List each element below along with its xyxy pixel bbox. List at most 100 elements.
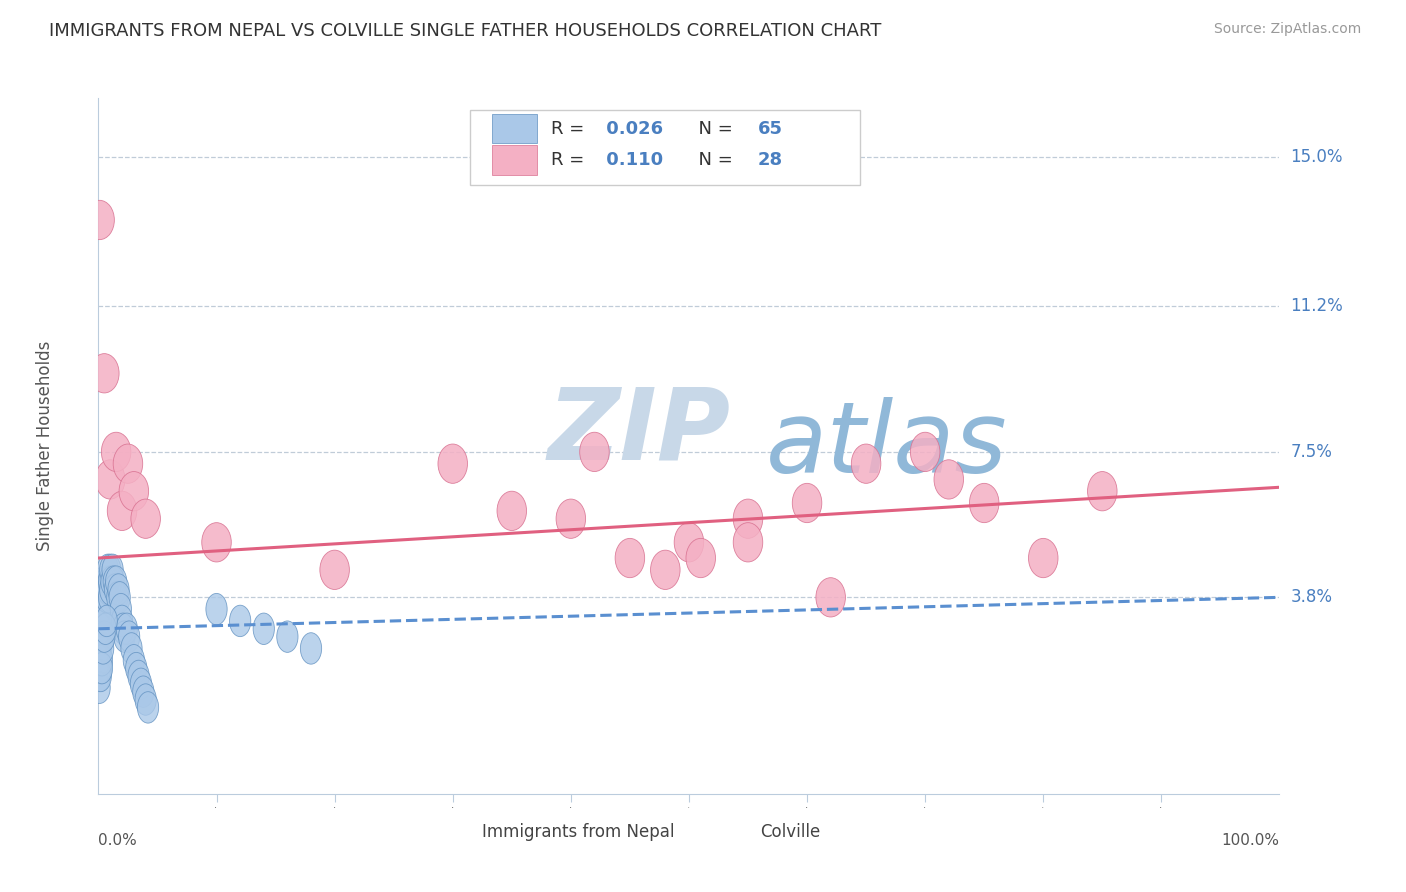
Ellipse shape — [94, 605, 115, 637]
Ellipse shape — [90, 660, 111, 691]
Ellipse shape — [112, 613, 134, 645]
Ellipse shape — [114, 444, 143, 483]
Ellipse shape — [97, 574, 118, 605]
Ellipse shape — [301, 632, 322, 665]
Text: Colville: Colville — [759, 823, 820, 841]
Text: 65: 65 — [758, 120, 783, 137]
Ellipse shape — [101, 566, 122, 598]
FancyBboxPatch shape — [434, 822, 472, 843]
Ellipse shape — [107, 491, 136, 531]
Ellipse shape — [89, 621, 110, 652]
Ellipse shape — [93, 574, 114, 605]
Ellipse shape — [439, 444, 468, 483]
Ellipse shape — [107, 582, 128, 613]
Ellipse shape — [91, 582, 112, 613]
Ellipse shape — [815, 578, 845, 617]
Ellipse shape — [89, 660, 110, 691]
Ellipse shape — [108, 574, 129, 605]
Ellipse shape — [579, 433, 609, 472]
Ellipse shape — [114, 621, 135, 652]
Ellipse shape — [103, 566, 124, 598]
Ellipse shape — [89, 632, 110, 665]
Text: 0.026: 0.026 — [600, 120, 664, 137]
Ellipse shape — [101, 433, 131, 472]
Ellipse shape — [94, 613, 117, 645]
Ellipse shape — [91, 621, 112, 652]
Ellipse shape — [131, 499, 160, 539]
Ellipse shape — [111, 605, 132, 637]
Text: 100.0%: 100.0% — [1222, 833, 1279, 847]
Ellipse shape — [124, 645, 145, 676]
Text: Single Father Households: Single Father Households — [37, 341, 55, 551]
Ellipse shape — [90, 652, 111, 684]
Ellipse shape — [121, 632, 142, 665]
Ellipse shape — [686, 539, 716, 578]
Ellipse shape — [616, 539, 645, 578]
Text: ZIP: ZIP — [547, 384, 730, 481]
FancyBboxPatch shape — [492, 114, 537, 144]
Ellipse shape — [90, 613, 111, 645]
Ellipse shape — [104, 574, 125, 605]
Ellipse shape — [93, 593, 114, 625]
Ellipse shape — [1029, 539, 1059, 578]
Ellipse shape — [90, 652, 111, 684]
Ellipse shape — [96, 566, 117, 598]
Ellipse shape — [103, 554, 124, 585]
Ellipse shape — [911, 433, 941, 472]
Ellipse shape — [96, 459, 125, 499]
Ellipse shape — [675, 523, 704, 562]
Text: 28: 28 — [758, 151, 783, 169]
Ellipse shape — [110, 593, 132, 625]
Ellipse shape — [94, 566, 115, 598]
Ellipse shape — [934, 459, 963, 499]
Ellipse shape — [89, 672, 110, 704]
Text: Source: ZipAtlas.com: Source: ZipAtlas.com — [1213, 22, 1361, 37]
FancyBboxPatch shape — [713, 822, 751, 843]
Text: atlas: atlas — [766, 398, 1007, 494]
Ellipse shape — [90, 632, 111, 665]
Ellipse shape — [125, 652, 146, 684]
Ellipse shape — [118, 621, 139, 652]
Ellipse shape — [93, 621, 114, 652]
Text: N =: N = — [686, 120, 738, 137]
Ellipse shape — [120, 472, 149, 511]
Ellipse shape — [98, 566, 120, 598]
Ellipse shape — [94, 593, 117, 625]
Ellipse shape — [128, 660, 149, 691]
Ellipse shape — [93, 632, 114, 665]
Ellipse shape — [229, 605, 250, 637]
Ellipse shape — [131, 668, 152, 699]
Ellipse shape — [97, 554, 118, 585]
Ellipse shape — [138, 691, 159, 723]
Ellipse shape — [96, 582, 117, 613]
Ellipse shape — [253, 613, 274, 645]
Text: R =: R = — [551, 120, 589, 137]
Ellipse shape — [1088, 472, 1118, 511]
Ellipse shape — [321, 550, 350, 590]
Ellipse shape — [94, 621, 115, 652]
Text: 15.0%: 15.0% — [1291, 148, 1343, 166]
Text: 3.8%: 3.8% — [1291, 589, 1333, 607]
Text: IMMIGRANTS FROM NEPAL VS COLVILLE SINGLE FATHER HOUSEHOLDS CORRELATION CHART: IMMIGRANTS FROM NEPAL VS COLVILLE SINGLE… — [49, 22, 882, 40]
Ellipse shape — [100, 554, 121, 585]
Text: 0.0%: 0.0% — [98, 833, 138, 847]
Ellipse shape — [734, 523, 763, 562]
Ellipse shape — [89, 660, 110, 691]
FancyBboxPatch shape — [471, 110, 860, 186]
Ellipse shape — [205, 593, 228, 625]
Ellipse shape — [91, 605, 112, 637]
Ellipse shape — [651, 550, 681, 590]
Ellipse shape — [94, 582, 115, 613]
Ellipse shape — [89, 645, 110, 676]
Ellipse shape — [498, 491, 527, 531]
Ellipse shape — [277, 621, 298, 652]
Text: 11.2%: 11.2% — [1291, 297, 1343, 316]
Ellipse shape — [110, 582, 131, 613]
Ellipse shape — [970, 483, 1000, 523]
Ellipse shape — [105, 566, 127, 598]
FancyBboxPatch shape — [492, 145, 537, 175]
Text: R =: R = — [551, 151, 589, 169]
Ellipse shape — [557, 499, 586, 539]
Ellipse shape — [202, 523, 232, 562]
Ellipse shape — [89, 605, 110, 637]
